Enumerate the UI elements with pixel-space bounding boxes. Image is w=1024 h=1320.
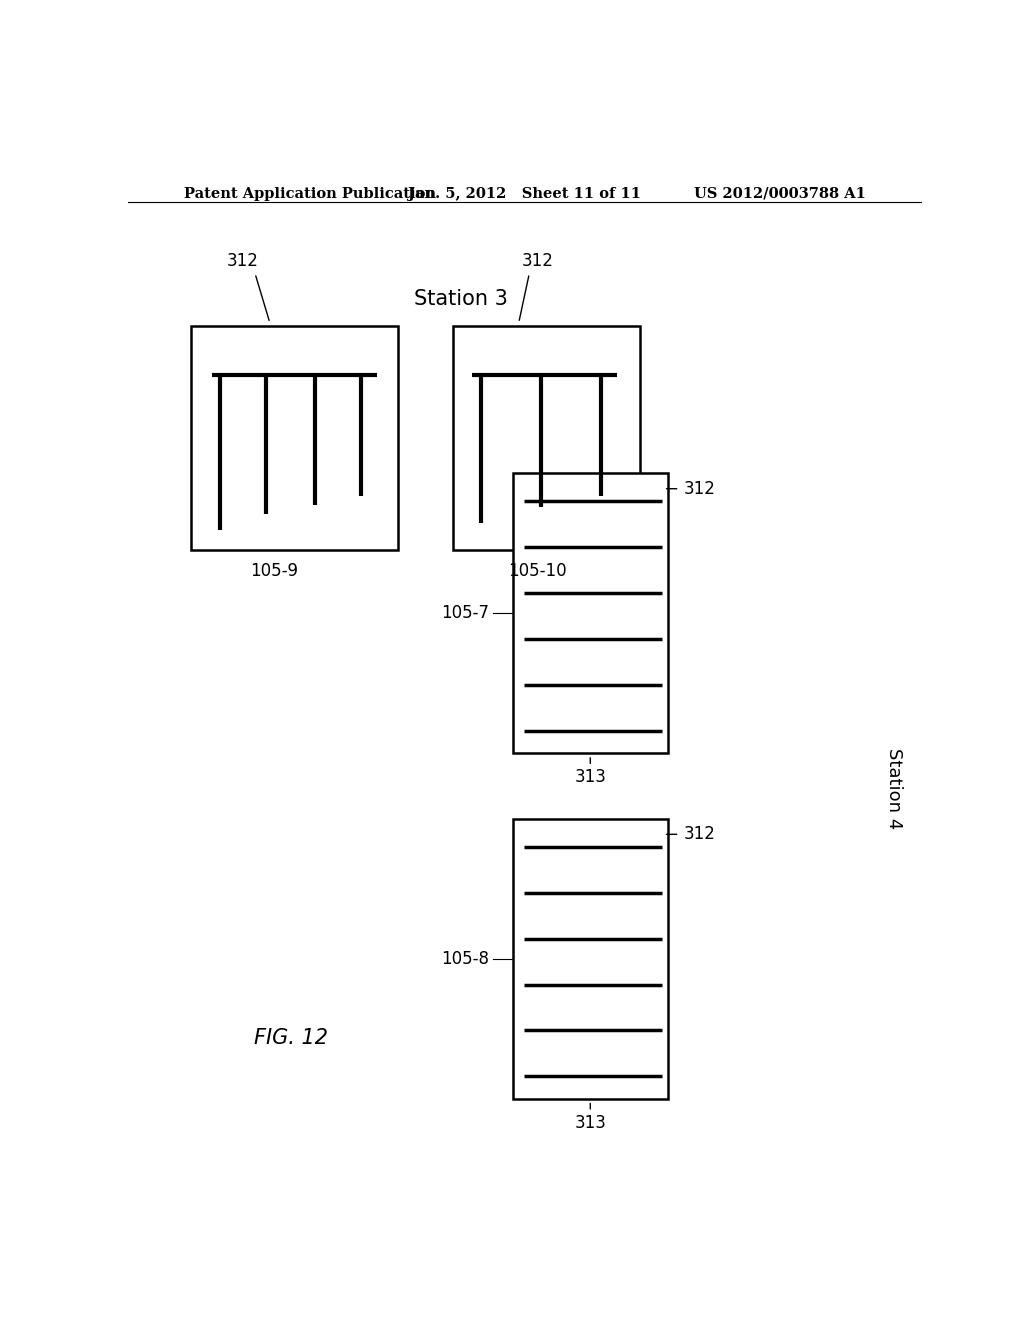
Text: Jan. 5, 2012   Sheet 11 of 11: Jan. 5, 2012 Sheet 11 of 11 [409,187,641,201]
Text: 313: 313 [574,768,606,787]
Text: 105-10: 105-10 [508,562,566,579]
Text: 313: 313 [574,1114,606,1131]
Text: 105-8: 105-8 [441,950,489,968]
Bar [513,818,668,1098]
Bar [513,474,668,752]
Text: FIG. 12: FIG. 12 [254,1027,328,1048]
Text: 312: 312 [684,825,716,843]
Bar [454,326,640,549]
Bar [191,326,397,549]
Text: US 2012/0003788 A1: US 2012/0003788 A1 [694,187,866,201]
Text: 312: 312 [684,479,716,498]
Text: 105-9: 105-9 [250,562,298,579]
Text: 105-7: 105-7 [441,605,489,622]
Text: 312: 312 [227,252,259,271]
Text: Station 4: Station 4 [885,748,903,829]
Text: 312: 312 [521,252,553,271]
Text: Station 3: Station 3 [415,289,508,309]
Text: Patent Application Publication: Patent Application Publication [183,187,435,201]
